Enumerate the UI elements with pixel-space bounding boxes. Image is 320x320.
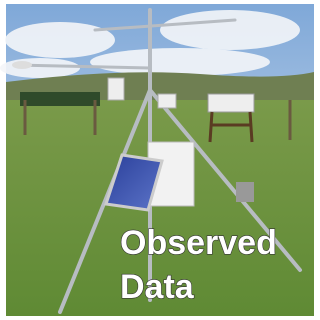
caption-line: Observed: [120, 224, 277, 262]
photo: Observed Data: [0, 0, 320, 320]
sensor-box: [158, 94, 176, 108]
radiation-shield: [108, 78, 124, 100]
caption-line: Data: [120, 268, 195, 306]
sensor: [12, 61, 32, 69]
rain-gauge: [236, 182, 254, 202]
trees: [20, 92, 100, 106]
page: Observed Data (() => { const data = JSON…: [0, 0, 320, 320]
